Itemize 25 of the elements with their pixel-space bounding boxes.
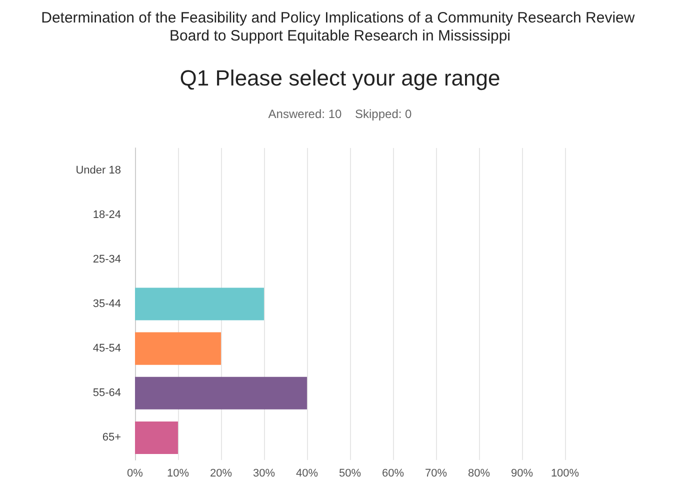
x-tick-label: 20% (210, 468, 232, 480)
y-tick-label: 45-54 (92, 342, 121, 355)
x-tick-label: 0% (127, 468, 144, 480)
x-tick-label: 50% (338, 468, 362, 480)
y-tick-label: 65+ (102, 432, 121, 444)
x-tick-label: 60% (382, 468, 404, 480)
x-tick-label: 100% (550, 468, 580, 480)
x-tick-label: 30% (252, 468, 276, 480)
x-tick-label: 40% (296, 468, 318, 480)
x-tick-label: 70% (424, 468, 448, 480)
bar (135, 376, 307, 410)
y-tick-label: 55-64 (92, 387, 121, 400)
x-tick-label: 90% (510, 468, 534, 480)
y-tick-label: 25-34 (92, 253, 121, 266)
y-tick-label: Under 18 (76, 164, 121, 176)
y-tick-label: 35-44 (92, 298, 121, 310)
x-tick-label: 10% (166, 468, 190, 480)
chart-title: Determination of the Feasibility and Policy Implications of a Community Research Review Board to Support Equitable Research in Mississippi (41, 10, 639, 44)
bar (135, 288, 264, 320)
bar (135, 332, 221, 365)
bar (135, 421, 178, 454)
chart-subtitle: Q1 Please select your age range (180, 66, 500, 90)
y-tick-label: 18-24 (92, 208, 121, 221)
text: Answered: 10 Skipped: 0 (268, 107, 412, 121)
x-tick-label: 80% (468, 468, 490, 480)
